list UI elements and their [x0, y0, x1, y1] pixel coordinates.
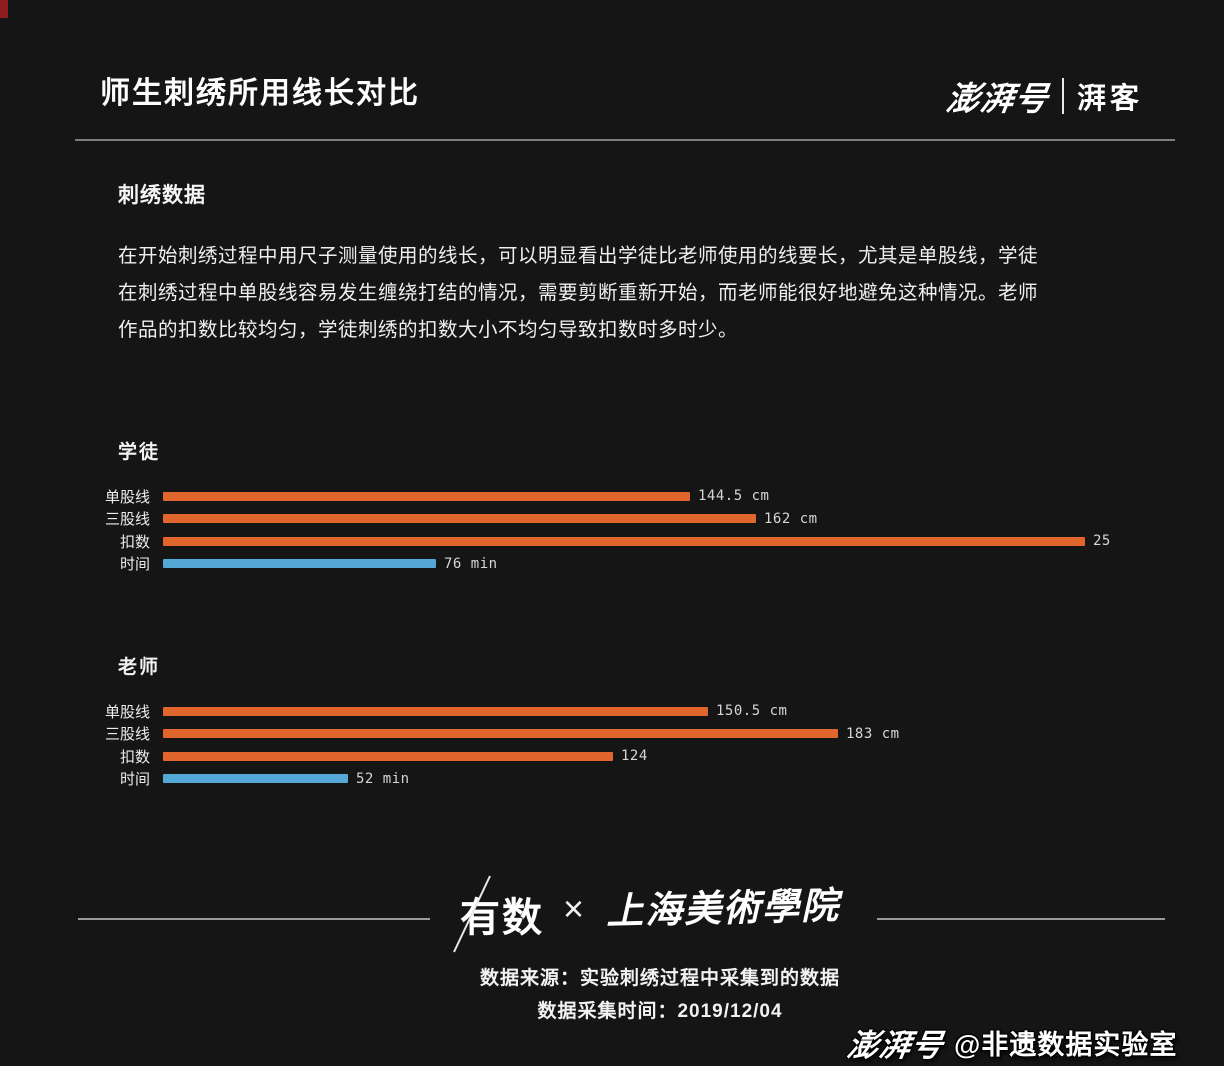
watermark-pengpai-logo: 澎湃号: [844, 1028, 947, 1063]
bar-label: 三股线: [104, 511, 150, 529]
collab-x-icon: ×: [563, 888, 585, 929]
footer-rule-right: [877, 918, 1165, 920]
bar-label: 时间: [119, 556, 150, 574]
bar-label: 扣数: [119, 533, 150, 551]
bar-value: 76 min: [444, 555, 498, 572]
bar-value: 162 cm: [764, 510, 818, 527]
bar-row: 单股线 150.5 cm: [90, 700, 1205, 723]
corner-red-mark: [0, 0, 8, 18]
bar-row: 扣数 25: [90, 530, 1205, 553]
bar: [163, 729, 838, 739]
footer-rule-left: [78, 918, 430, 920]
bar-row: 单股线 144.5 cm: [90, 485, 1205, 508]
header-divider: [75, 139, 1175, 141]
page-title: 师生刺绣所用线长对比: [100, 77, 420, 110]
youshu-logo-text: 有数: [460, 896, 544, 940]
section-heading: 刺绣数据: [118, 184, 206, 207]
bar-row: 扣数 124: [90, 745, 1205, 768]
bar: [163, 774, 348, 784]
bar-row: 时间 76 min: [90, 553, 1205, 576]
watermark: 澎湃号 @非遗数据实验室: [845, 1020, 1178, 1065]
paike-logo: 湃客: [1076, 81, 1143, 115]
bar-label: 单股线: [104, 488, 150, 506]
bar-rows: 单股线 144.5 cm 三股线 162 cm 扣数 25 时间 76 min: [90, 485, 1205, 575]
youshu-logo: 有数: [452, 875, 552, 953]
group-heading: 老师: [118, 657, 161, 678]
bar-value: 52 min: [356, 770, 410, 787]
bar-value: 150.5 cm: [716, 703, 788, 720]
chart-group-apprentice: 学徒单股线 144.5 cm 三股线 162 cm 扣数 25 时间 76 min: [90, 437, 1205, 575]
brand-lockup: 澎湃号 湃客: [944, 72, 1143, 120]
bar-value: 124: [621, 748, 648, 765]
data-source-text: 数据来源：实验刺绣过程中采集到的数据: [479, 968, 840, 989]
bar-value: 144.5 cm: [698, 488, 770, 505]
bar-label: 时间: [119, 771, 150, 789]
watermark-account: @非遗数据实验室: [954, 1030, 1178, 1060]
bar: [163, 536, 1085, 546]
description-text: 在开始刺绣过程中用尺子测量使用的线长，可以明显看出学徒比老师使用的线要长，尤其是…: [118, 245, 1039, 341]
bar: [163, 514, 756, 524]
youshu-slash-icon: [453, 875, 491, 953]
bar-row: 时间 52 min: [90, 768, 1205, 791]
bar: [163, 491, 690, 501]
bar-row: 三股线 183 cm: [90, 723, 1205, 746]
bar-row: 三股线 162 cm: [90, 508, 1205, 531]
bar-value: 183 cm: [846, 725, 900, 742]
bar: [163, 559, 436, 569]
pengpai-logo: 澎湃号: [944, 80, 1052, 117]
data-collect-time-text: 数据采集时间：2019/12/04: [537, 1001, 783, 1022]
bar-rows: 单股线 150.5 cm 三股线 183 cm 扣数 124 时间 52 min: [90, 700, 1205, 790]
chart-group-teacher: 老师单股线 150.5 cm 三股线 183 cm 扣数 124 时间 52 min: [90, 652, 1205, 790]
bar-value: 25: [1093, 533, 1111, 550]
shanghai-academy-logo: 上海美術學院: [605, 882, 841, 934]
bar-label: 单股线: [104, 703, 150, 721]
bar: [163, 706, 708, 716]
group-heading: 学徒: [118, 442, 161, 463]
bar: [163, 751, 613, 761]
bar-label: 三股线: [104, 726, 150, 744]
bar-label: 扣数: [119, 748, 150, 766]
brand-divider: [1061, 78, 1064, 114]
